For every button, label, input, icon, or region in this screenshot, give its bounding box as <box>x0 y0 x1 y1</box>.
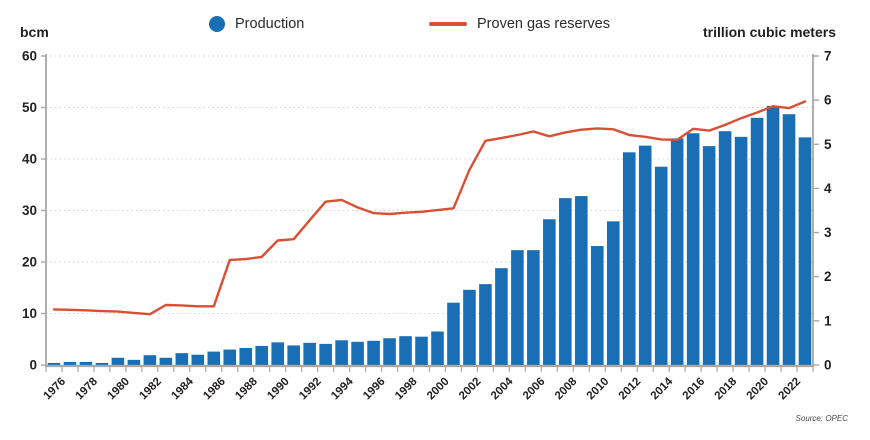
right-axis-tick-label: 7 <box>824 49 832 64</box>
production-bar <box>750 117 764 365</box>
x-tick-label: 2014 <box>649 375 676 402</box>
production-bar <box>319 343 332 365</box>
production-bar <box>95 362 109 365</box>
production-bar <box>495 268 508 365</box>
x-tick-label: 1984 <box>169 375 196 402</box>
right-axis-tick-label: 2 <box>824 269 832 284</box>
right-axis-tick-label: 1 <box>824 313 832 328</box>
right-axis-tick-label: 6 <box>824 93 832 108</box>
production-bar <box>718 131 732 365</box>
reserves-line-icon <box>429 22 467 26</box>
production-bar <box>798 137 812 365</box>
production-bar <box>159 357 173 365</box>
x-tick-label: 2002 <box>457 376 484 403</box>
x-tick-label: 2018 <box>713 375 740 402</box>
production-bar <box>638 145 652 365</box>
production-bar <box>47 362 61 365</box>
production-bar <box>127 359 141 365</box>
production-bar <box>431 331 444 365</box>
production-bar <box>287 345 300 365</box>
production-bar <box>622 152 636 365</box>
production-bar <box>606 221 620 365</box>
legend-production-label: Production <box>235 16 305 32</box>
production-bar <box>654 166 668 365</box>
x-tick-label: 2020 <box>745 376 772 403</box>
production-bar <box>782 114 796 365</box>
production-bar <box>590 246 604 365</box>
left-axis-tick-label: 50 <box>22 100 37 115</box>
production-bar <box>143 355 157 365</box>
left-axis-tick-label: 20 <box>22 255 37 270</box>
x-tick-label: 1980 <box>105 376 132 403</box>
x-tick-label: 2006 <box>521 376 548 403</box>
production-bar <box>191 354 205 365</box>
production-bar <box>543 219 556 365</box>
x-tick-label: 1996 <box>361 376 388 403</box>
left-axis-title: bcm <box>20 24 49 40</box>
production-bar <box>511 250 524 365</box>
production-bar <box>463 289 476 365</box>
left-axis-tick-label: 10 <box>22 306 37 321</box>
left-axis-tick-label: 60 <box>22 49 37 64</box>
production-bar <box>351 341 364 365</box>
x-tick-label: 1982 <box>137 376 164 403</box>
production-bar <box>415 336 428 365</box>
left-axis-tick-label: 0 <box>29 358 37 373</box>
x-tick-label: 1976 <box>42 376 69 403</box>
production-bar <box>63 361 77 365</box>
legend-item-reserves: Proven gas reserves <box>429 16 610 32</box>
reserves-line <box>52 100 807 316</box>
x-tick-label: 2008 <box>553 375 580 402</box>
x-tick-label: 1988 <box>233 375 260 402</box>
production-bar <box>479 284 492 365</box>
production-bar <box>686 133 700 365</box>
production-bar <box>702 146 716 366</box>
source-note: Source: OPEC <box>795 414 848 423</box>
production-bar <box>271 342 284 365</box>
production-bar <box>335 340 348 365</box>
x-tick-label: 1978 <box>73 375 100 402</box>
x-tick-label: 2000 <box>425 376 452 403</box>
x-tick-label: 2010 <box>585 376 612 403</box>
right-axis-tick-label: 4 <box>824 181 832 196</box>
production-bar <box>399 336 412 365</box>
x-tick-label: 1998 <box>393 375 420 402</box>
x-tick-label: 2022 <box>777 376 804 403</box>
x-tick-label: 2016 <box>681 376 708 403</box>
production-bar <box>766 105 780 366</box>
x-tick-label: 1986 <box>201 376 228 403</box>
left-axis-tick-label: 40 <box>22 152 37 167</box>
production-bar <box>527 250 540 365</box>
production-bar <box>79 361 93 365</box>
production-bar <box>559 198 572 365</box>
production-bar <box>255 345 269 365</box>
x-tick-label: 2012 <box>617 376 644 403</box>
production-marker-icon <box>209 16 225 32</box>
production-bar <box>239 348 253 365</box>
production-bar <box>383 338 396 365</box>
x-tick-label: 1990 <box>265 376 292 403</box>
x-tick-label: 2004 <box>489 375 516 402</box>
production-bar <box>303 342 316 365</box>
production-bar <box>223 349 237 365</box>
production-bar <box>111 357 125 365</box>
production-bar <box>447 302 460 365</box>
right-axis-title: trillion cubic meters <box>702 24 836 40</box>
left-axis-tick-label: 30 <box>22 203 37 218</box>
right-axis-tick-label: 5 <box>824 137 832 152</box>
right-axis-tick-label: 3 <box>824 225 832 240</box>
x-tick-label: 1994 <box>329 375 356 402</box>
legend-reserves-label: Proven gas reserves <box>477 16 610 32</box>
production-bar <box>575 196 588 365</box>
right-axis-tick-label: 0 <box>824 358 832 373</box>
production-bar <box>175 353 189 365</box>
production-bar <box>367 340 380 365</box>
x-tick-label: 1992 <box>297 376 324 403</box>
production-bar <box>670 138 684 365</box>
production-bar <box>734 136 748 365</box>
legend-item-production: Production <box>209 16 304 32</box>
production-bar <box>207 351 221 365</box>
